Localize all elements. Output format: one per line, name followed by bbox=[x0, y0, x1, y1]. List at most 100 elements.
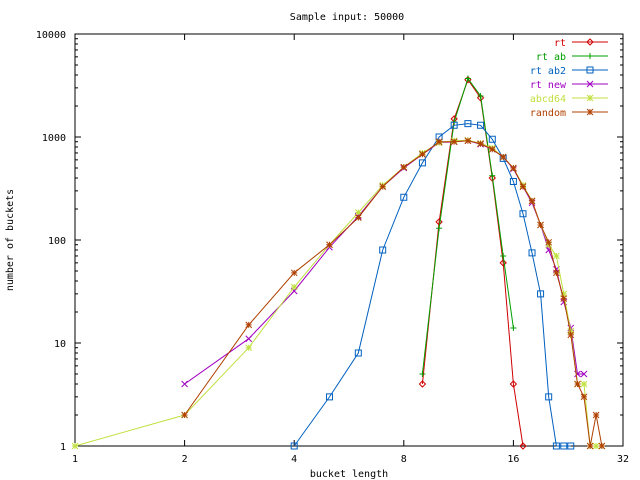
data-point bbox=[489, 172, 496, 179]
data-point bbox=[580, 370, 588, 378]
series-line-rt-new bbox=[184, 140, 584, 385]
data-point bbox=[510, 324, 517, 331]
data-point bbox=[567, 327, 575, 335]
legend-entry-rt-ab: rt ab bbox=[536, 52, 608, 63]
data-point bbox=[71, 442, 79, 450]
data-point bbox=[419, 371, 426, 378]
data-point bbox=[450, 121, 458, 129]
data-point bbox=[553, 269, 560, 277]
data-point bbox=[290, 283, 298, 291]
data-point bbox=[519, 442, 527, 450]
y-tick-label: 10000 bbox=[36, 30, 66, 41]
legend-label: abcd64 bbox=[530, 94, 566, 105]
legend-label: rt bbox=[554, 38, 566, 49]
data-point bbox=[326, 241, 333, 249]
data-point bbox=[450, 138, 458, 146]
legend-label: rt ab2 bbox=[530, 66, 566, 77]
data-point bbox=[598, 442, 606, 450]
legend-marker bbox=[586, 108, 594, 116]
data-point bbox=[560, 290, 568, 298]
data-point bbox=[519, 183, 527, 190]
x-axis: 1 2 4 8 16 32 bbox=[72, 34, 629, 465]
data-point bbox=[580, 393, 588, 401]
data-point bbox=[560, 295, 568, 302]
data-point bbox=[552, 442, 560, 450]
data-point bbox=[509, 177, 517, 185]
x-axis-label: bucket length bbox=[310, 469, 388, 480]
data-point bbox=[477, 121, 485, 129]
data-point bbox=[586, 442, 594, 450]
x-tick-label: 2 bbox=[182, 454, 188, 465]
x-tick-label: 16 bbox=[507, 454, 519, 465]
data-point bbox=[400, 163, 408, 171]
data-point bbox=[528, 249, 536, 257]
data-point bbox=[181, 411, 188, 419]
legend-entry-abcd64: abcd64 bbox=[530, 94, 608, 105]
series-line-random bbox=[184, 140, 603, 447]
series-random bbox=[181, 137, 606, 450]
y-axis-label: number of buckets bbox=[5, 189, 16, 291]
data-point bbox=[379, 183, 387, 190]
data-point bbox=[354, 214, 362, 221]
data-point bbox=[435, 138, 443, 146]
data-point bbox=[553, 252, 560, 260]
data-point bbox=[560, 442, 568, 450]
data-point bbox=[488, 145, 496, 153]
data-point bbox=[537, 221, 544, 229]
chart-title: Sample input: 50000 bbox=[290, 12, 404, 23]
data-point bbox=[545, 238, 553, 246]
data-point bbox=[509, 380, 518, 388]
data-point bbox=[500, 252, 507, 259]
legend-entry-rt-new: rt new bbox=[530, 80, 608, 91]
data-point bbox=[181, 380, 188, 388]
series-line-rt-ab2 bbox=[293, 123, 571, 447]
x-tick-label: 8 bbox=[401, 454, 407, 465]
x-tick-label: 32 bbox=[617, 454, 629, 465]
data-point bbox=[419, 150, 426, 158]
data-point bbox=[528, 197, 536, 205]
y-tick-label: 100 bbox=[48, 236, 66, 247]
data-point bbox=[488, 174, 496, 182]
data-point bbox=[574, 380, 581, 388]
legend-entry-rt-ab2: rt ab2 bbox=[530, 66, 608, 77]
data-point bbox=[436, 225, 443, 232]
data-point bbox=[418, 380, 427, 388]
data-point bbox=[290, 269, 298, 277]
data-point bbox=[290, 442, 298, 450]
legend-entry-rt: rt bbox=[554, 38, 608, 49]
data-point bbox=[545, 393, 553, 401]
data-point bbox=[499, 259, 507, 267]
data-point bbox=[477, 93, 484, 100]
data-point bbox=[488, 135, 496, 143]
y-tick-label: 1000 bbox=[42, 133, 66, 144]
legend-label: rt new bbox=[530, 80, 567, 91]
legend-marker bbox=[586, 38, 594, 46]
data-point bbox=[354, 349, 362, 357]
data-point bbox=[379, 246, 387, 254]
data-point bbox=[464, 75, 471, 82]
data-point bbox=[519, 210, 527, 218]
data-point bbox=[325, 393, 333, 401]
series-line-rt bbox=[421, 78, 524, 447]
legend-marker bbox=[586, 66, 594, 74]
legend-marker bbox=[587, 53, 593, 59]
data-point bbox=[464, 137, 472, 145]
data-point bbox=[477, 140, 484, 148]
y-tick-label: 1 bbox=[60, 442, 66, 453]
data-point bbox=[245, 335, 253, 343]
data-point bbox=[400, 193, 408, 201]
series-rt-new bbox=[181, 137, 588, 388]
data-point bbox=[499, 153, 507, 161]
legend-entry-random: random bbox=[530, 108, 608, 119]
data-point bbox=[245, 344, 253, 352]
series-rt-ab2 bbox=[290, 120, 575, 450]
legend-label: rt ab bbox=[536, 52, 566, 63]
legend-label: random bbox=[530, 108, 566, 119]
data-point bbox=[592, 411, 600, 419]
data-point bbox=[354, 209, 362, 216]
legend-marker bbox=[586, 80, 594, 88]
y-tick-label: 10 bbox=[54, 339, 66, 350]
data-point bbox=[464, 120, 472, 128]
data-point bbox=[567, 331, 575, 339]
